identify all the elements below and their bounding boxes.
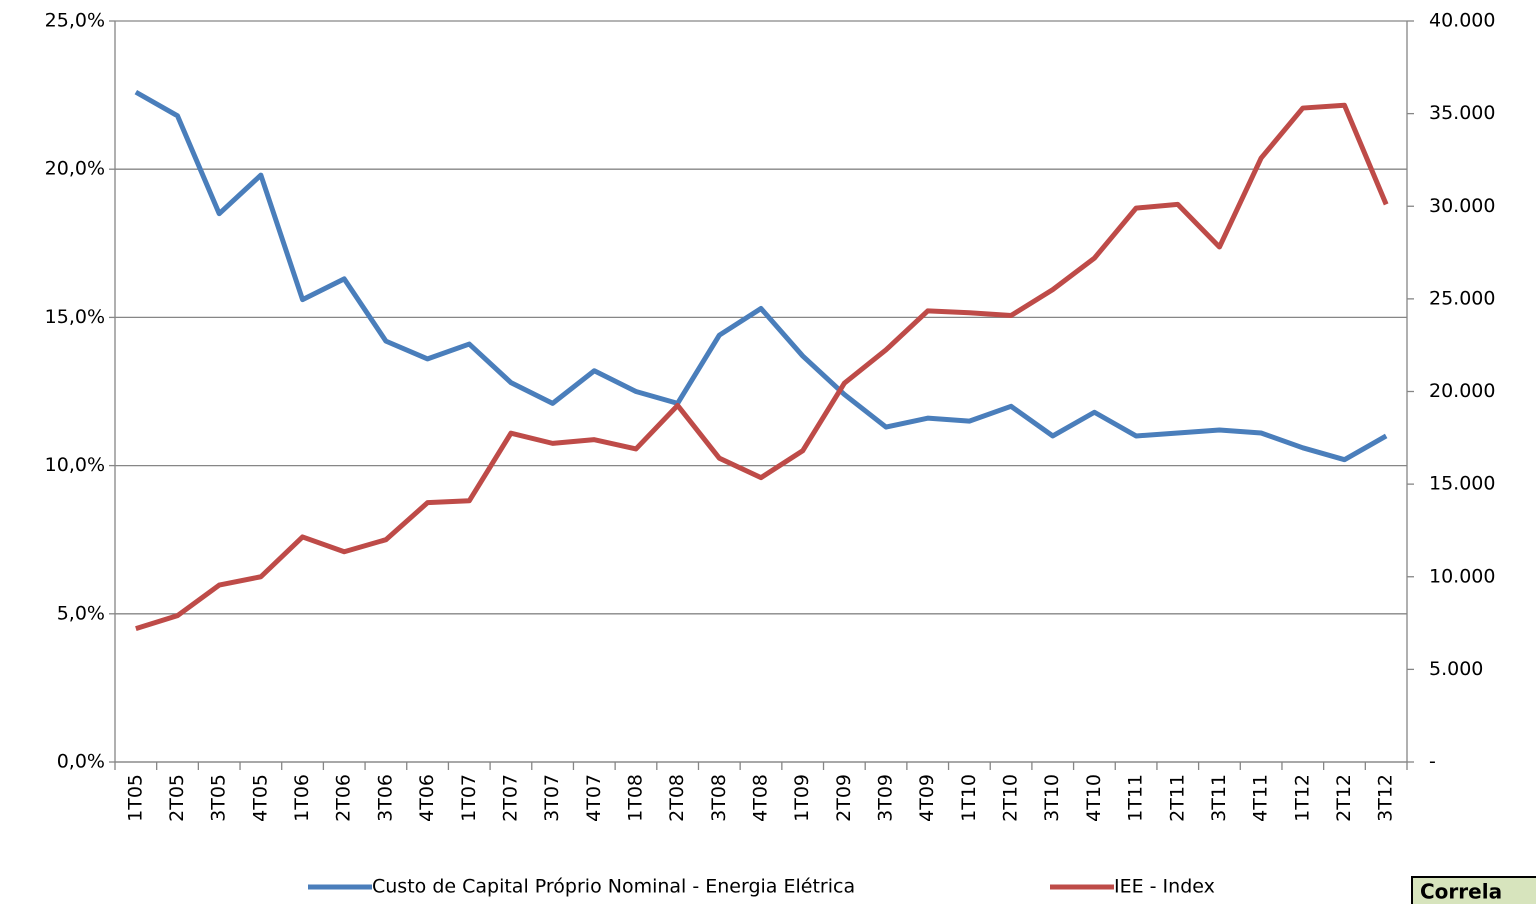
x-tick-label: 3T08 (708, 774, 730, 822)
x-tick-label: 2T06 (333, 774, 355, 822)
y2-tick-label: 10.000 (1429, 565, 1495, 587)
x-tick-label: 1T12 (1291, 774, 1313, 822)
x-tick-label: 2T10 (1000, 774, 1022, 822)
y2-tick-label: 35.000 (1429, 102, 1495, 124)
annotation-box (1411, 876, 1536, 904)
x-tick-label: 1T08 (624, 774, 646, 822)
x-tick-label: 3T06 (374, 774, 396, 822)
x-tick-label: 3T12 (1375, 774, 1397, 822)
y-tick-label: 20,0% (45, 158, 105, 180)
x-tick-label: 4T06 (416, 774, 438, 822)
annotation: Correla (1420, 880, 1502, 904)
x-tick-label: 4T09 (916, 774, 938, 822)
x-tick-label: 3T07 (541, 774, 563, 822)
x-tick-label: 4T11 (1250, 774, 1272, 822)
x-tick-label: 3T05 (208, 774, 230, 822)
y-tick-label: 5,0% (57, 602, 105, 624)
legend-label: IEE - Index (1114, 876, 1215, 898)
x-tick-label: 2T11 (1166, 774, 1188, 822)
x-tick-label: 2T08 (666, 774, 688, 822)
x-tick-label: 2T05 (166, 774, 188, 822)
x-tick-label: 2T07 (499, 774, 521, 822)
x-tick-label: 1T07 (458, 774, 480, 822)
series-line (135, 102, 1389, 632)
x-tick-label: 3T10 (1041, 774, 1063, 822)
x-tick-label: 4T10 (1083, 774, 1105, 822)
x-tick-label: 1T06 (291, 774, 313, 822)
x-tick-label: 1T11 (1125, 774, 1147, 822)
y2-tick-label: - (1429, 751, 1436, 773)
series-line (134, 89, 1388, 463)
x-tick-label: 4T08 (750, 774, 772, 822)
x-tick-label: 4T07 (583, 774, 605, 822)
y-tick-label: 10,0% (45, 454, 105, 476)
y2-tick-label: 30.000 (1429, 195, 1495, 217)
y2-tick-label: 25.000 (1429, 287, 1495, 309)
y2-tick-label: 5.000 (1429, 658, 1483, 680)
y-tick-label: 15,0% (45, 306, 105, 328)
x-tick-label: 3T09 (875, 774, 897, 822)
y2-tick-label: 15.000 (1429, 473, 1495, 495)
x-tick-label: 1T10 (958, 774, 980, 822)
x-tick-label: 1T05 (124, 774, 146, 822)
x-tick-label: 2T12 (1333, 774, 1355, 822)
y-tick-label: 25,0% (45, 10, 105, 32)
y2-tick-label: 40.000 (1429, 10, 1495, 32)
legend-label: Custo de Capital Próprio Nominal - Energ… (372, 876, 855, 898)
x-tick-label: 4T05 (249, 774, 271, 822)
x-tick-label: 1T09 (791, 774, 813, 822)
x-tick-label: 3T11 (1208, 774, 1230, 822)
x-tick-label: 2T09 (833, 774, 855, 822)
y2-tick-label: 20.000 (1429, 380, 1495, 402)
y-tick-label: 0,0% (57, 751, 105, 773)
